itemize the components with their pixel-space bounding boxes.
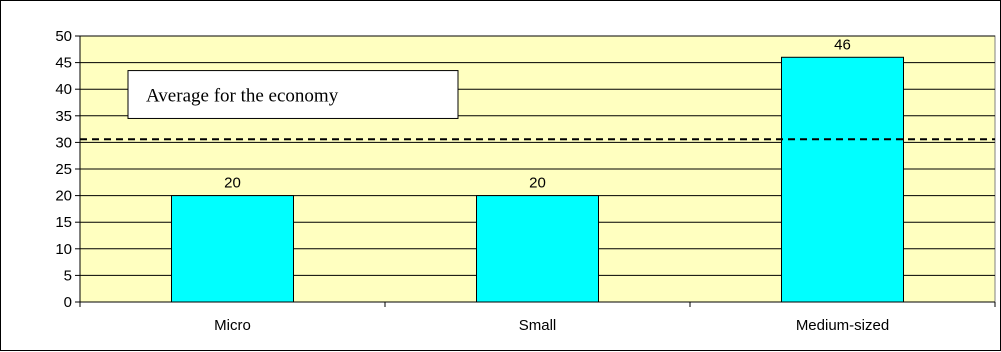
bar-small <box>476 195 599 303</box>
y-tick-label: 45 <box>55 55 72 72</box>
x-axis: Micro Small Medium-sized <box>79 301 996 334</box>
y-tick-label: 40 <box>55 81 72 98</box>
annotation-label: Average for the economy <box>146 86 339 107</box>
y-tick-label: 50 <box>55 28 72 45</box>
y-tick-label: 25 <box>55 161 72 178</box>
x-tick-label: Small <box>519 317 557 334</box>
data-labels: 20 20 46 <box>224 36 851 191</box>
annotation-box <box>127 70 459 119</box>
x-tick-label: Medium-sized <box>796 317 889 334</box>
y-tick-label: 35 <box>55 108 72 125</box>
x-tick-label: Micro <box>214 317 251 334</box>
y-tick-label: 15 <box>55 214 72 231</box>
data-label: 46 <box>834 36 851 53</box>
y-tick-label: 0 <box>64 294 72 311</box>
bar-micro <box>171 195 294 303</box>
data-label: 20 <box>529 175 546 192</box>
data-label: 20 <box>224 175 241 192</box>
y-tick-label: 5 <box>64 267 72 284</box>
bars <box>171 56 904 303</box>
y-axis: 0 5 10 15 20 25 30 35 40 45 50 <box>55 28 81 311</box>
y-tick-label: 30 <box>55 134 72 151</box>
reference-line-group: Average for the economy <box>80 70 995 141</box>
y-tick-label: 10 <box>55 241 72 258</box>
bar-medium-sized <box>781 56 904 303</box>
y-tick-label: 20 <box>55 188 72 205</box>
